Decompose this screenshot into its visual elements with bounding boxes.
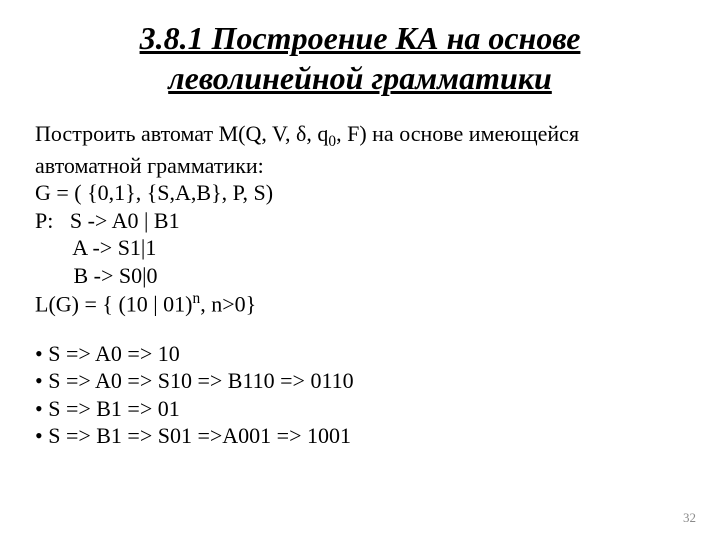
page-number: 32	[683, 510, 696, 526]
slide-title: 3.8.1 Построение КА на основе леволинейн…	[35, 18, 685, 98]
lg-text-a: L(G) = { (10 | 01)	[35, 291, 193, 316]
title-line-2: леволинейной грамматики	[168, 60, 552, 96]
lg-text-b: , n>0}	[200, 291, 256, 316]
lg-sup-n: n	[193, 290, 201, 307]
list-item: S => A0 => S10 => B110 => 0110	[35, 367, 685, 395]
intro-sub-0: 0	[328, 133, 336, 150]
p-rule-3: B -> S0|0	[35, 262, 685, 290]
intro-text-1b: , F) на основе имеющейся	[336, 121, 579, 146]
derivation-2: S => A0 => S10 => B110 => 0110	[48, 368, 353, 393]
slide-content: Построить автомат M(Q, V, δ, q0, F) на о…	[35, 120, 685, 450]
title-line-1: 3.8.1 Построение КА на основе	[140, 20, 581, 56]
p-rule-1: P: S -> A0 | B1	[35, 207, 685, 235]
derivation-1: S => A0 => 10	[48, 341, 180, 366]
g-definition: G = ( {0,1}, {S,A,B}, P, S)	[35, 179, 685, 207]
intro-text-2: автоматной грамматики:	[35, 153, 264, 178]
derivation-list: S => A0 => 10 S => A0 => S10 => B110 => …	[35, 340, 685, 450]
derivation-3: S => B1 => 01	[48, 396, 180, 421]
list-item: S => B1 => 01	[35, 395, 685, 423]
derivation-4: S => B1 => S01 =>A001 => 1001	[48, 423, 351, 448]
lg-definition: L(G) = { (10 | 01)n, n>0}	[35, 289, 685, 318]
list-item: S => A0 => 10	[35, 340, 685, 368]
intro-text-1a: Построить автомат M(Q, V, δ, q	[35, 121, 328, 146]
intro-paragraph: Построить автомат M(Q, V, δ, q0, F) на о…	[35, 120, 685, 179]
list-item: S => B1 => S01 =>A001 => 1001	[35, 422, 685, 450]
p-rule-2: A -> S1|1	[35, 234, 685, 262]
